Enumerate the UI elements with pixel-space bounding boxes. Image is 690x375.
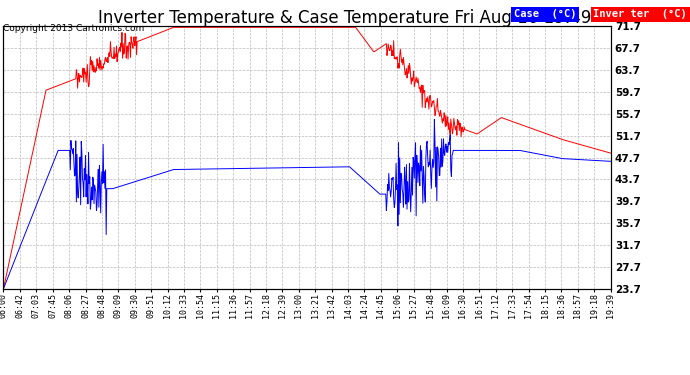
- Text: Inverter Temperature & Case Temperature Fri Aug 16 19:49: Inverter Temperature & Case Temperature …: [98, 9, 592, 27]
- Text: Case  (°C): Case (°C): [514, 9, 577, 20]
- Text: Inver ter  (°C): Inver ter (°C): [593, 9, 687, 20]
- Text: Copyright 2013 Cartronics.com: Copyright 2013 Cartronics.com: [3, 24, 145, 33]
